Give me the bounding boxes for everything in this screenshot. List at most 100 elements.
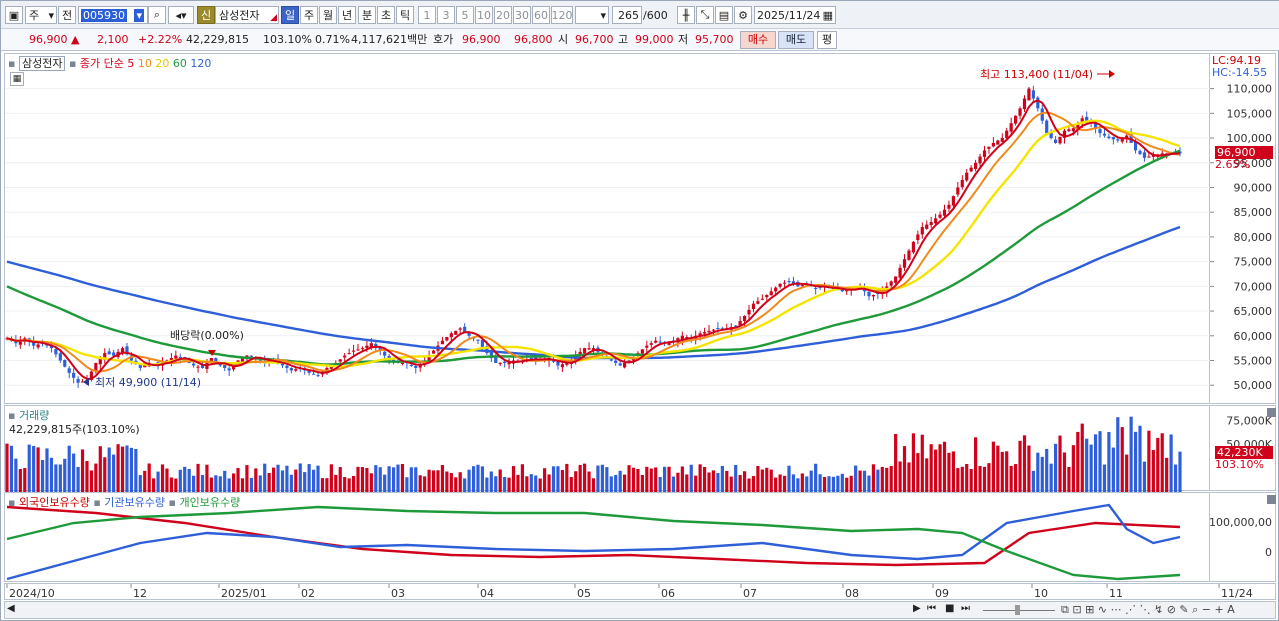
gear-icon[interactable]: ⚙ bbox=[734, 6, 752, 24]
interval-60[interactable]: 60 bbox=[532, 6, 550, 24]
legend-stock-name[interactable]: 삼성전자 bbox=[18, 56, 66, 71]
stock-name[interactable]: 삼성전자 ◢ bbox=[215, 6, 279, 24]
candle-body bbox=[867, 291, 871, 297]
candle-body bbox=[996, 140, 1000, 145]
volume-bar bbox=[711, 470, 716, 492]
candle-body bbox=[280, 363, 285, 366]
volume-bar bbox=[196, 463, 200, 492]
volume-bar bbox=[1147, 430, 1151, 492]
candle-body bbox=[751, 303, 756, 310]
tab-second[interactable]: 초 bbox=[377, 6, 395, 24]
bid-price: 96,800 bbox=[514, 33, 553, 46]
tab-month[interactable]: 월 bbox=[319, 6, 337, 24]
volume-bar bbox=[103, 457, 107, 492]
period-select[interactable]: 주 ▾ bbox=[25, 6, 57, 24]
candle-body bbox=[120, 348, 125, 353]
volume-bar bbox=[880, 466, 884, 492]
interval-3[interactable]: 3 bbox=[437, 6, 455, 24]
candle-body bbox=[898, 267, 902, 278]
volume-bar bbox=[80, 449, 85, 492]
candle-body bbox=[1151, 155, 1155, 157]
search-icon[interactable]: ⌕ bbox=[148, 6, 166, 24]
tab-week[interactable]: 주 bbox=[300, 6, 318, 24]
code-input[interactable]: 005930 ▾ bbox=[78, 6, 148, 24]
count-input[interactable]: 265 bbox=[612, 6, 642, 24]
volume-bar bbox=[1111, 447, 1115, 492]
tab-minute[interactable]: 분 bbox=[358, 6, 376, 24]
crosshair-icon[interactable]: ⤡ bbox=[696, 6, 714, 24]
interval-10[interactable]: 10 bbox=[475, 6, 493, 24]
price-axis-label: 75,000 bbox=[1234, 256, 1273, 269]
volume-bar bbox=[94, 463, 98, 492]
square-icon: ▪ bbox=[93, 496, 101, 509]
candle-type-icon[interactable]: ╫ bbox=[677, 6, 695, 24]
scroll-left-icon[interactable]: ◀ bbox=[7, 603, 15, 614]
interval-120[interactable]: 120 bbox=[551, 6, 573, 24]
volume-bar bbox=[391, 467, 396, 492]
volume-bar bbox=[1093, 434, 1098, 492]
candle-body bbox=[916, 234, 920, 241]
volume-bar bbox=[427, 469, 431, 492]
scroll-right-icon[interactable]: ▶ bbox=[913, 603, 921, 614]
volume-bar bbox=[1116, 417, 1120, 492]
interval-30[interactable]: 30 bbox=[513, 6, 531, 24]
volume-bar bbox=[818, 474, 822, 492]
volume-bar bbox=[960, 466, 964, 492]
sound-icon[interactable]: ◂▾ bbox=[168, 6, 194, 24]
scroll-end-icon[interactable]: ⏭ bbox=[961, 603, 970, 614]
save-icon[interactable]: ▤ bbox=[715, 6, 733, 24]
volume-bar bbox=[747, 478, 751, 492]
eval-button[interactable]: 평 bbox=[817, 31, 837, 49]
candle-body bbox=[1058, 136, 1062, 144]
volume-bar bbox=[280, 470, 285, 492]
tab-tick[interactable]: 틱 bbox=[396, 6, 414, 24]
price-axis: 50,000 55,000 60,000 65,000 70,000 75,000 80,0… bbox=[1210, 53, 1276, 404]
volume-bar bbox=[40, 460, 45, 492]
holding-chart bbox=[6, 503, 1181, 581]
candle-body bbox=[463, 326, 467, 333]
volume-bar bbox=[467, 469, 471, 492]
date-input[interactable]: 2025/11/24 ▦ bbox=[754, 6, 836, 24]
volume-bar bbox=[67, 445, 71, 492]
interval-5[interactable]: 5 bbox=[456, 6, 474, 24]
tab-year[interactable]: 년 bbox=[338, 6, 356, 24]
volume-bar bbox=[1173, 464, 1178, 492]
sell-button[interactable]: 매도 bbox=[778, 31, 814, 49]
candle-body bbox=[627, 360, 631, 362]
interval-select[interactable]: ▾ bbox=[575, 6, 609, 24]
drawing-tools-icon[interactable]: ⧉ ⊡ ⊞ ∿ ⋯ ⋰ ⋱ ↯ ⊘ ✎ ⌕ − + A bbox=[1061, 603, 1235, 616]
candle-body bbox=[1178, 151, 1182, 154]
interval-20[interactable]: 20 bbox=[494, 6, 512, 24]
grid-table-icon[interactable]: ▦ bbox=[10, 72, 24, 86]
volume-bar bbox=[454, 477, 458, 492]
candle-body bbox=[1160, 153, 1164, 156]
individual-holding-line bbox=[6, 505, 1181, 581]
volume-pane[interactable]: ▪ 거래량 42,229,815주(103.10%) bbox=[4, 405, 1210, 492]
volume-bar bbox=[1036, 452, 1040, 492]
price-pane[interactable]: ▪ 삼성전자 ▪ 종가 단순 5 10 20 60 120 ▦ 최고 113,4… bbox=[4, 53, 1211, 404]
holding-pane[interactable]: ▪ 외국인보유수량 ▪ 기관보유수량 ▪ 개인보유수량 bbox=[4, 492, 1210, 582]
legend-ma60: 60 bbox=[172, 57, 187, 70]
pane-close-icon[interactable] bbox=[1267, 408, 1276, 417]
scroll-start-icon[interactable]: ⏮ bbox=[927, 603, 936, 614]
prev-button[interactable]: 전 bbox=[58, 6, 76, 24]
volume-bar bbox=[1178, 451, 1182, 492]
volume-bar bbox=[503, 477, 507, 492]
tab-day[interactable]: 일 bbox=[281, 6, 299, 24]
interval-1[interactable]: 1 bbox=[418, 6, 436, 24]
stop-icon[interactable]: ■ bbox=[945, 603, 955, 614]
zoom-slider-handle[interactable] bbox=[1015, 605, 1020, 615]
window-icon[interactable]: ▣ bbox=[5, 6, 23, 24]
volume-bar bbox=[218, 476, 222, 492]
indicator-button[interactable]: 신 bbox=[197, 6, 215, 24]
legend-ma10: 10 bbox=[137, 57, 152, 70]
candle-body bbox=[338, 359, 342, 362]
candle-body bbox=[49, 346, 54, 349]
buy-button[interactable]: 매수 bbox=[740, 31, 776, 49]
volume-bar bbox=[934, 449, 938, 492]
candle-body bbox=[58, 353, 62, 361]
volume-bar bbox=[938, 444, 942, 492]
pane-close-icon[interactable] bbox=[1267, 495, 1276, 504]
volume-bar bbox=[942, 441, 947, 492]
candle-body bbox=[929, 222, 933, 225]
